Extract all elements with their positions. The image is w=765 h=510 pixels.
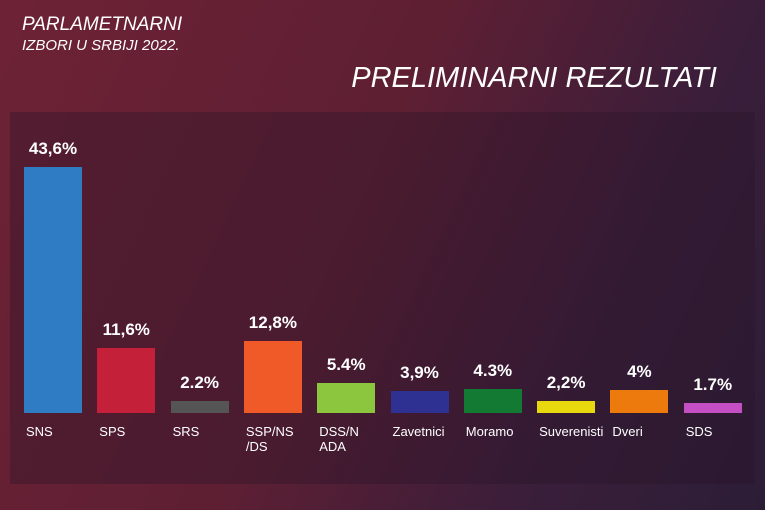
category-label: SPS bbox=[99, 424, 126, 439]
bar bbox=[317, 382, 376, 413]
bar bbox=[390, 390, 449, 413]
value-label: 12,8% bbox=[248, 312, 297, 332]
value-label: 3,9% bbox=[400, 362, 439, 382]
category-label: SDS bbox=[685, 424, 713, 439]
category-label: DSS/NADA bbox=[319, 424, 359, 454]
value-label: 1.7% bbox=[693, 375, 733, 395]
chart-title: PRELIMINARNI REZULTATI bbox=[351, 62, 717, 94]
bar bbox=[683, 403, 742, 413]
category-label: Suverenisti bbox=[539, 424, 604, 439]
bar bbox=[537, 400, 596, 413]
header-line: PARLAMETNARNI bbox=[22, 14, 183, 35]
value-label: 5.4% bbox=[326, 354, 366, 374]
value-label: 43,6% bbox=[28, 139, 78, 158]
value-label: 4% bbox=[627, 362, 652, 382]
value-label: 2.2% bbox=[180, 372, 219, 392]
bar bbox=[170, 400, 229, 413]
category-label: Zavetnici bbox=[392, 424, 445, 439]
category-label: Dveri bbox=[612, 424, 643, 439]
category-label: Moramo bbox=[465, 424, 514, 439]
value-label: 11,6% bbox=[102, 319, 150, 339]
bar bbox=[243, 340, 302, 413]
bar bbox=[24, 167, 82, 413]
header-line: IZBORI U SRBIJI 2022. bbox=[22, 37, 180, 54]
category-label: SRS bbox=[172, 424, 200, 439]
value-label: 2,2% bbox=[546, 372, 586, 392]
panel bbox=[10, 112, 755, 484]
category-label: SSP/NS/DS bbox=[245, 424, 294, 454]
bar bbox=[97, 347, 156, 413]
value-label: 4.3% bbox=[473, 360, 513, 380]
bar bbox=[463, 388, 522, 413]
category-label: SNS bbox=[26, 424, 53, 439]
bar bbox=[610, 390, 669, 413]
